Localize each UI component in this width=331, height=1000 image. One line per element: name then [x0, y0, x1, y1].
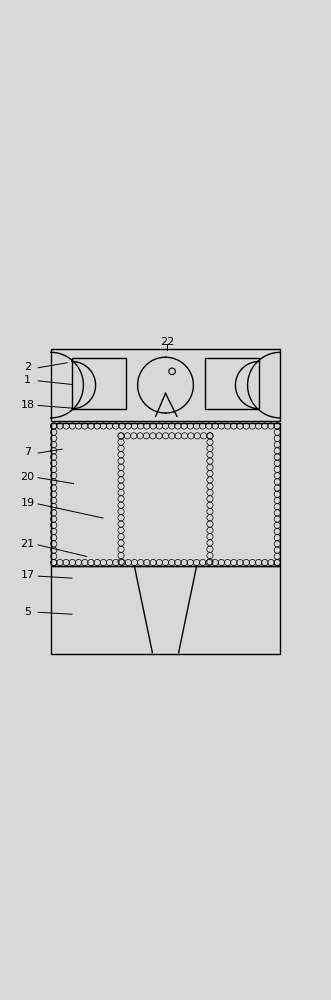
Bar: [205, 358, 259, 409]
Text: 21: 21: [21, 539, 35, 549]
Text: 22: 22: [160, 337, 174, 347]
Bar: [51, 423, 280, 566]
Text: 5: 5: [24, 607, 31, 617]
Text: 7: 7: [24, 447, 31, 457]
Text: 2: 2: [24, 362, 31, 372]
Bar: [51, 566, 280, 654]
Text: 18: 18: [21, 400, 35, 410]
Bar: [72, 358, 126, 409]
Bar: [51, 349, 280, 421]
Text: 20: 20: [21, 472, 35, 482]
Text: 17: 17: [21, 570, 35, 580]
Text: 1: 1: [24, 375, 31, 385]
Text: 19: 19: [21, 498, 35, 508]
